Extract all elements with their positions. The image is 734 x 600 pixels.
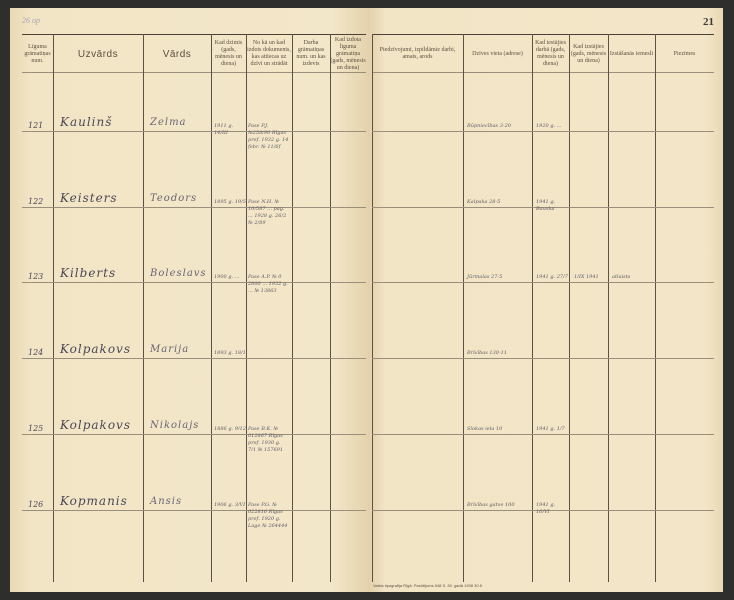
column-header: No kā un kad izdots dokuments, kas attie… — [247, 40, 291, 67]
joined-date: 1941 g. 16/VI — [536, 502, 556, 515]
column-header: Līguma grāmatiņas num. — [24, 43, 51, 64]
birth-date: 1906 g. 3/VI — [214, 502, 246, 508]
identity-document: Pase P.G. № 022816 Rīgas pref. 1920 g. L… — [248, 502, 288, 529]
row-rule — [22, 207, 366, 208]
surname: Kilberts — [60, 266, 117, 280]
right-page — [368, 8, 723, 592]
column-header: Vārds — [162, 48, 192, 60]
given-name: Teodors — [150, 193, 198, 204]
column-header: Piezīmes — [673, 50, 696, 57]
joined-date: 1941 g. 1/7 — [536, 426, 565, 432]
leave-reason: atlaists — [612, 274, 631, 280]
identity-document: Pase A.P. № 0 2800 ... 1932 g. ... № 138… — [248, 274, 288, 294]
entry-number: 126 — [28, 500, 44, 509]
surname: Kopmanis — [60, 494, 128, 508]
identity-document: Pase B.K. № 012867 Rīgas pref. 1930 g. 7… — [248, 426, 284, 453]
column-header: Kad izstājies (gads, mēnesis un diena) — [570, 43, 607, 64]
column-divider — [608, 34, 609, 582]
column-divider — [463, 34, 464, 582]
address: Brīvības 130-11 — [467, 350, 508, 356]
address: Jūrmalas 27-5 — [467, 274, 503, 280]
pencil-note: 26 op — [22, 16, 40, 25]
row-rule — [372, 510, 714, 511]
identity-document: Pase P.J. №258/90 Rīgas pref. 1932 g. 14… — [248, 123, 289, 150]
column-divider — [569, 34, 570, 582]
column-divider — [53, 34, 54, 582]
surname: Kolpakovs — [60, 418, 131, 432]
entry-number: 122 — [28, 197, 44, 206]
page-number: 21 — [703, 16, 714, 28]
row-rule — [22, 282, 366, 283]
address: Slokas iela 10 — [467, 426, 503, 432]
birth-date: 1886 g. 9/12 — [214, 426, 246, 432]
entry-number: 121 — [28, 121, 44, 130]
row-rule — [22, 510, 366, 511]
column-header: Kad izdota līguma grāmatiņa (gads, mēnes… — [330, 36, 366, 71]
entry-number: 123 — [28, 272, 44, 281]
left-page — [10, 8, 368, 592]
identity-document: Pase N.H. № 10/587 ... pag. ... 1928 g. … — [248, 199, 287, 226]
row-rule — [372, 434, 714, 435]
entry-number: 124 — [28, 348, 44, 357]
header-top-rule — [22, 34, 366, 35]
column-divider — [246, 34, 247, 582]
column-header: Kad dzimis (gads, mēnesis un diena) — [214, 40, 243, 67]
printer-footer: Valsts tipografija Rīgā. Pasūtījums 548 … — [373, 583, 482, 588]
column-header: Izstāšanās iemesli — [609, 50, 654, 57]
given-name: Boleslavs — [150, 268, 207, 279]
surname: Kolpakovs — [60, 342, 131, 356]
row-rule — [372, 358, 714, 359]
joined-date: 1941 g. 27/7 — [536, 274, 568, 280]
column-divider — [292, 34, 293, 582]
birth-date: 1893 g. 18/1 — [214, 350, 246, 356]
row-rule — [372, 282, 714, 283]
column-header: Kad iestājies darbā (gads, mēnesis un di… — [535, 40, 566, 67]
row-rule — [372, 131, 714, 132]
column-divider — [330, 34, 331, 582]
birth-date: 1911 g. 14/III — [214, 123, 234, 136]
column-divider — [655, 34, 656, 582]
entry-number: 125 — [28, 424, 44, 433]
header-top-rule — [372, 34, 714, 35]
column-divider — [532, 34, 533, 582]
column-divider — [372, 34, 373, 582]
birth-date: 1900 g. ... — [214, 274, 240, 280]
row-rule — [22, 131, 366, 132]
row-rule — [22, 358, 366, 359]
row-rule — [372, 207, 714, 208]
joined-date: 1920 g. ... — [536, 123, 562, 129]
address: Kalpaka 28-5 — [467, 199, 501, 205]
surname: Keisters — [60, 191, 118, 205]
header-bottom-rule — [22, 72, 366, 73]
column-divider — [143, 34, 144, 582]
given-name: Zelma — [150, 117, 187, 128]
address: Rūpniecības 3-20 — [467, 123, 511, 129]
column-header: Piedzīvojumi, izpildāmie darbi, amats, a… — [379, 47, 456, 60]
given-name: Marija — [150, 344, 190, 355]
given-name: Nikolajs — [150, 420, 200, 431]
surname: Kaulinš — [60, 115, 113, 129]
column-header: Uzvārds — [77, 48, 119, 60]
birth-date: 1895 g. 19/5 — [214, 199, 246, 205]
address: Brīvības gatve 100 — [467, 502, 515, 508]
header-bottom-rule — [372, 72, 714, 73]
column-header: Dzīves vieta (adrese) — [472, 50, 523, 57]
row-rule — [22, 434, 366, 435]
given-name: Ansis — [150, 496, 183, 507]
column-header: Darba grāmatiņas num. un kas izdevis — [296, 40, 326, 67]
column-divider — [211, 34, 212, 582]
joined-date: 1941 g. Bauska — [536, 199, 556, 212]
left-date: 1/IX 1941 — [574, 274, 599, 280]
